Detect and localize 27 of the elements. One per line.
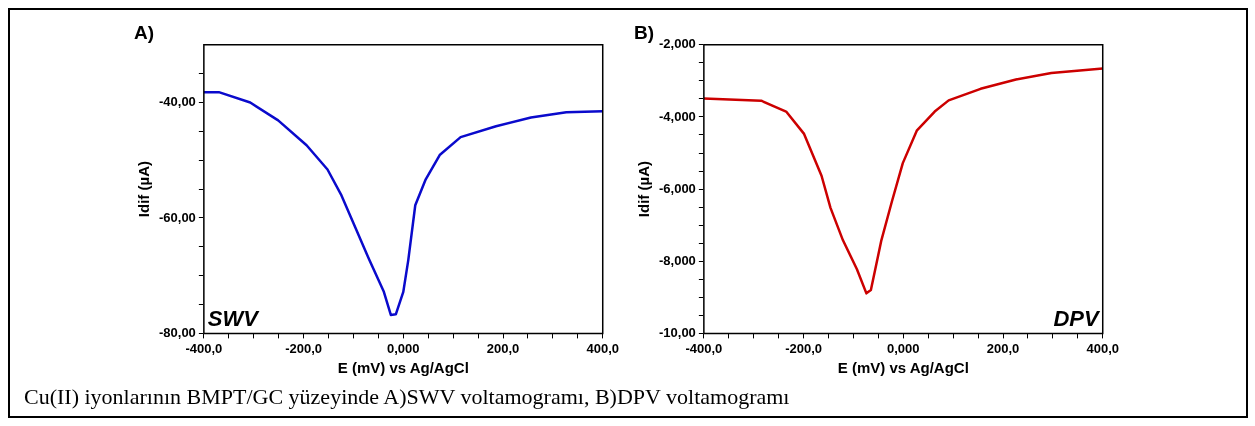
y-axis-title: Idif (µA) (635, 161, 653, 218)
y-tick-label: -6,000 (658, 180, 696, 196)
y-tick-label: -2,000 (658, 36, 696, 52)
x-tick-label: -200,0 (285, 340, 323, 356)
x-tick-label: 0,000 (887, 340, 920, 356)
chart-title: A) (134, 21, 155, 43)
annotation: SWV (207, 306, 261, 332)
y-tick-label: -80,00 (158, 324, 196, 340)
x-tick-label: 0,000 (387, 340, 420, 356)
x-tick-label: 400,0 (1086, 340, 1120, 356)
y-tick-label: -4,000 (658, 108, 696, 124)
y-tick-label: -40,00 (158, 94, 196, 110)
x-tick-label: -400,0 (685, 340, 723, 356)
x-tick-label: 200,0 (986, 340, 1020, 356)
y-tick-label: -10,00 (658, 324, 696, 340)
x-tick-label: 200,0 (486, 340, 520, 356)
y-axis-title: Idif (µA) (135, 161, 153, 218)
x-axis-title: E (mV) vs Ag/AgCl (337, 359, 469, 377)
text: Cu(II) iyonlarının BMPT/GC yüzeyinde A)SWV voltamogramı, B)DPV voltamogramı (24, 384, 790, 410)
x-tick-label: 400,0 (586, 340, 620, 356)
y-tick-label: -60,00 (158, 209, 196, 225)
chart-title: B) (634, 21, 655, 43)
x-axis-title: E (mV) vs Ag/AgCl (837, 359, 969, 377)
x-tick-label: -200,0 (785, 340, 823, 356)
x-tick-label: -400,0 (185, 340, 223, 356)
y-tick-label: -8,000 (658, 252, 696, 268)
annotation: DPV (1053, 306, 1102, 332)
